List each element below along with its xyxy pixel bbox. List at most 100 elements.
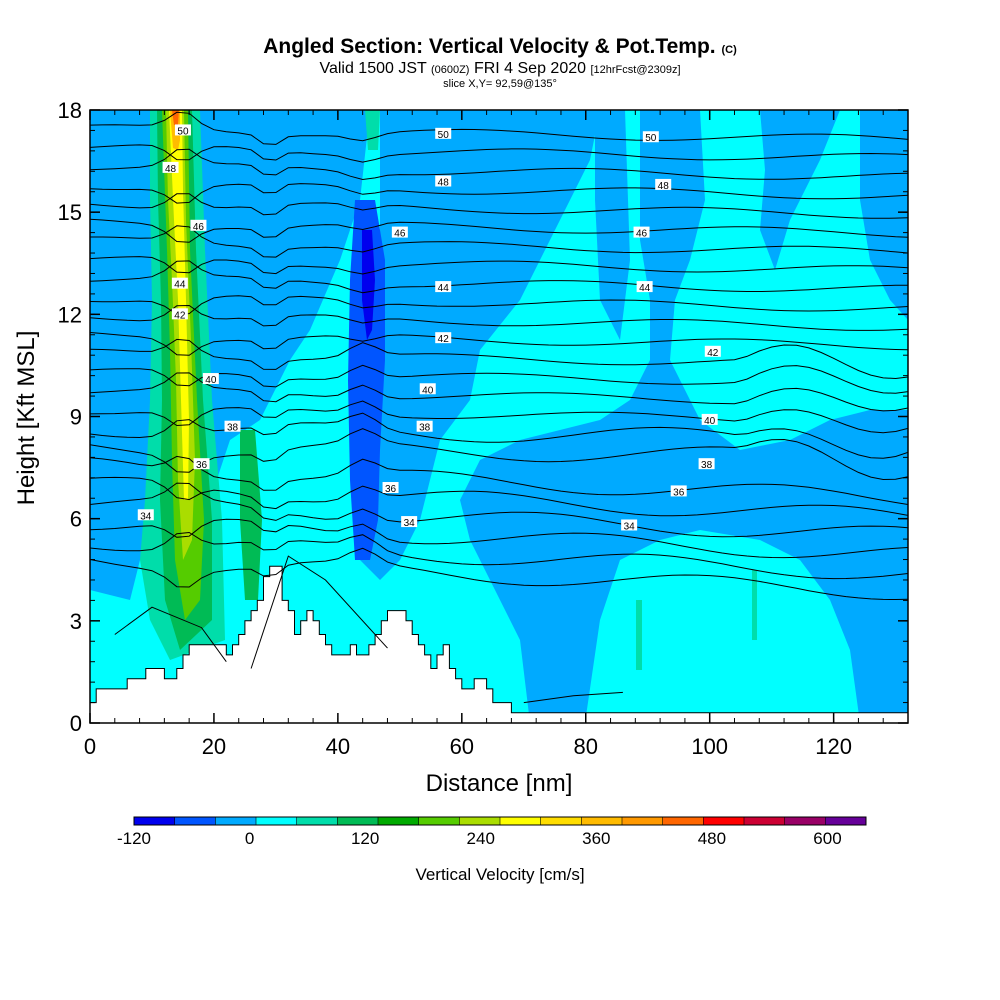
y-tick-label: 9 xyxy=(70,405,82,430)
isentrope-label: 40 xyxy=(419,383,436,396)
isentrope-line xyxy=(90,144,908,163)
isentrope-line xyxy=(90,364,908,394)
isentrope-label-text: 38 xyxy=(227,423,239,434)
isentrope-label-text: 42 xyxy=(438,334,450,345)
colorbar-swatch xyxy=(378,817,420,825)
isentrope-label-text: 48 xyxy=(165,164,177,175)
x-tick-label: 40 xyxy=(326,734,350,759)
y-tick-label: 12 xyxy=(58,302,82,327)
isentrope-label-text: 48 xyxy=(658,181,670,192)
isentrope-label-text: 34 xyxy=(140,511,152,522)
isentrope-line xyxy=(250,555,388,669)
isentrope-label: 50 xyxy=(642,131,659,144)
isentrope-label-bg xyxy=(202,373,219,385)
isentrope-label-text: 34 xyxy=(404,518,416,529)
y-tick-label: 6 xyxy=(70,507,82,532)
isentrope-label-bg xyxy=(137,509,154,521)
isentrope-label: 36 xyxy=(382,482,399,495)
isentrope-label-text: 44 xyxy=(438,283,450,294)
isentrope-line xyxy=(90,295,908,315)
isentrope-label: 50 xyxy=(435,127,452,141)
isentrope-label-text: 42 xyxy=(707,348,719,359)
isentrope-line xyxy=(90,260,908,294)
isentrope-line xyxy=(90,531,908,580)
isentrope-label-bg xyxy=(701,413,718,425)
colorbar-tick-label: 360 xyxy=(582,829,610,848)
colorbar-tick-label: 120 xyxy=(351,829,379,848)
isentrope-label: 48 xyxy=(435,175,452,189)
isentrope-label-text: 40 xyxy=(422,385,434,396)
isentrope-label-text: 42 xyxy=(174,310,186,321)
isentrope-label-bg xyxy=(190,219,207,231)
isentrope-label-bg xyxy=(416,420,433,432)
colorbar-swatch xyxy=(459,817,501,825)
isentrope-label-text: 46 xyxy=(636,229,648,240)
colorbar-title: Vertical Velocity [cm/s] xyxy=(415,865,584,884)
isentrope-label-text: 38 xyxy=(701,460,713,471)
isentrope-label-bg xyxy=(435,175,452,187)
x-tick-label: 60 xyxy=(450,734,474,759)
isentrope-label: 40 xyxy=(701,413,718,427)
isentrope-line xyxy=(90,476,908,517)
isentrope-label: 36 xyxy=(193,458,210,471)
isentrope-label-bg xyxy=(174,124,191,136)
isentrope-label-text: 46 xyxy=(394,229,406,240)
colorbar-swatch xyxy=(418,817,460,825)
x-tick-label: 80 xyxy=(574,734,598,759)
isentrope-label: 34 xyxy=(621,519,638,532)
x-axis: 0 20 40 60 80 100 120 xyxy=(84,110,909,759)
isentrope-label-text: 40 xyxy=(704,416,716,427)
slice-info: slice X,Y= 92,59@135° xyxy=(443,78,557,90)
y-tick-label: 18 xyxy=(58,98,82,123)
isentrope-label: 46 xyxy=(190,219,207,233)
isentrope-label: 34 xyxy=(401,516,418,529)
x-axis-title: Distance [nm] xyxy=(426,770,573,797)
colorbar-swatch xyxy=(581,817,623,825)
isentrope-label: 42 xyxy=(704,345,721,359)
colorbar-swatch xyxy=(540,817,582,825)
y-tick-label: 15 xyxy=(58,200,82,225)
isentrope-line xyxy=(90,183,908,204)
isentrope-label-text: 36 xyxy=(196,460,208,471)
isentrope-label-bg xyxy=(642,131,659,143)
isentrope-labels: 50 48 46 44 42 40 38 36 34 50 48 46 44 42 40 38 36 34 50 48… xyxy=(137,124,721,532)
colorbar-swatch xyxy=(500,817,542,825)
isentrope-label-text: 48 xyxy=(438,178,450,189)
field-downdraft-core xyxy=(348,200,385,560)
isentrope-label-text: 40 xyxy=(205,375,217,386)
isentrope-label-bg xyxy=(435,127,452,139)
colorbar-swatch xyxy=(744,817,786,825)
isentrope-label-bg xyxy=(224,420,241,432)
isentrope-label-bg xyxy=(633,226,650,238)
isentrope-line xyxy=(114,606,227,662)
colorbar-tick-label: 600 xyxy=(813,829,841,848)
isentrope-line xyxy=(90,111,908,145)
isentrope-label-text: 50 xyxy=(645,133,657,144)
isentrope-label: 46 xyxy=(633,226,650,240)
colorbar-swatch xyxy=(825,817,867,825)
isentrope-label: 38 xyxy=(698,458,715,471)
isentrope-label-text: 50 xyxy=(438,130,450,141)
colorbar-swatch xyxy=(662,817,704,825)
isentrope-label: 36 xyxy=(670,485,687,498)
plot-area xyxy=(90,110,908,723)
isentrope-line xyxy=(90,218,908,243)
colorbar-swatch xyxy=(134,817,176,825)
x-tick-label: 0 xyxy=(84,734,96,759)
isentrope-label-bg xyxy=(162,161,179,173)
isentrope-label-bg xyxy=(193,458,210,470)
isentrope-label: 50 xyxy=(174,124,191,137)
isentrope-line xyxy=(90,400,908,434)
isentrope-line xyxy=(90,428,908,481)
isentrope-label: 44 xyxy=(636,281,653,294)
isentrope-label-bg xyxy=(670,485,687,497)
isentrope-label-text: 46 xyxy=(193,222,205,233)
colorbar-tick-label: 0 xyxy=(245,829,254,848)
colorbar-swatch xyxy=(296,817,338,825)
x-tick-label: 20 xyxy=(202,734,226,759)
isentrope-line xyxy=(90,256,908,275)
isentrope-label-text: 44 xyxy=(174,280,186,291)
isentrope-label-text: 44 xyxy=(639,283,651,294)
isentrope-line xyxy=(90,372,908,412)
isentrope-label-bg xyxy=(655,178,672,190)
